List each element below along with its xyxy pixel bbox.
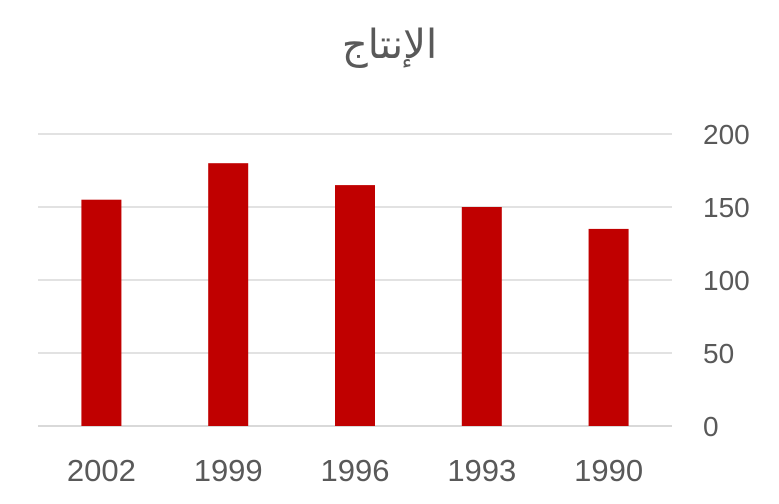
x-tick-label: 1993 bbox=[447, 453, 516, 488]
y-tick-label: 50 bbox=[703, 338, 734, 369]
y-tick-label: 150 bbox=[703, 192, 750, 223]
bar-1990 bbox=[588, 228, 629, 426]
y-tick-label: 200 bbox=[703, 119, 750, 150]
chart-title: الإنتاج bbox=[341, 22, 438, 68]
bars bbox=[81, 163, 629, 426]
x-tick-label: 1996 bbox=[321, 453, 390, 488]
bar-1999 bbox=[208, 163, 249, 426]
x-axis-ticks: 2002 1999 1996 1993 1990 bbox=[67, 453, 643, 488]
y-tick-label: 100 bbox=[703, 265, 750, 296]
bar-2002 bbox=[81, 199, 122, 426]
y-axis-ticks: 0 50 100 150 200 bbox=[703, 119, 750, 442]
x-tick-label: 2002 bbox=[67, 453, 136, 488]
y-tick-label: 0 bbox=[703, 411, 719, 442]
bar-1993 bbox=[461, 207, 502, 426]
x-tick-label: 1990 bbox=[574, 453, 643, 488]
x-tick-label: 1999 bbox=[194, 453, 263, 488]
bar-1996 bbox=[335, 185, 375, 426]
